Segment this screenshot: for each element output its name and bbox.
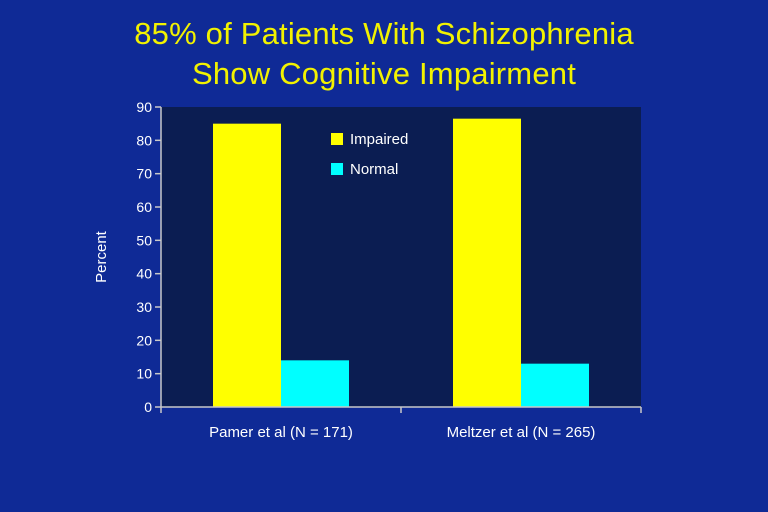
legend-swatch-impaired: [331, 133, 343, 145]
x-tick-label: Meltzer et al (N = 265): [447, 424, 596, 441]
bar-normal-1: [281, 360, 349, 407]
legend-label-impaired: Impaired: [350, 131, 408, 148]
title-line-1: 85% of Patients With Schizophrenia: [134, 16, 634, 51]
y-tick-label: 70: [136, 166, 152, 182]
y-axis-label: Percent: [93, 230, 110, 283]
y-tick-label: 50: [136, 232, 152, 248]
axes-group: 0 10 20 30 40 50 60 70 80 90: [136, 99, 642, 415]
title-line-2: Show Cognitive Impairment: [191, 56, 577, 91]
bar-impaired-1: [213, 123, 281, 408]
x-tick-label: Pamer et al (N = 171): [209, 424, 353, 441]
y-tick-label: 10: [136, 366, 152, 382]
y-tick-label: 80: [136, 132, 152, 148]
y-tick-label: 90: [136, 99, 152, 115]
y-tick-label: 40: [136, 266, 152, 282]
y-tick-label: 0: [144, 399, 152, 415]
y-tick-label: 20: [136, 332, 152, 348]
legend: Impaired Normal: [331, 131, 408, 178]
y-tick-label: 60: [136, 199, 152, 215]
bar-normal-2: [521, 363, 589, 407]
legend-swatch-normal: [331, 163, 343, 175]
bar-impaired-2: [453, 118, 521, 408]
legend-label-normal: Normal: [350, 161, 398, 178]
slide-title: 85% of Patients With Schizophrenia Show …: [0, 14, 768, 94]
bars-group: Pamer et al (N = 171) Meltzer et al (N = …: [209, 118, 596, 441]
y-tick-label: 30: [136, 299, 152, 315]
